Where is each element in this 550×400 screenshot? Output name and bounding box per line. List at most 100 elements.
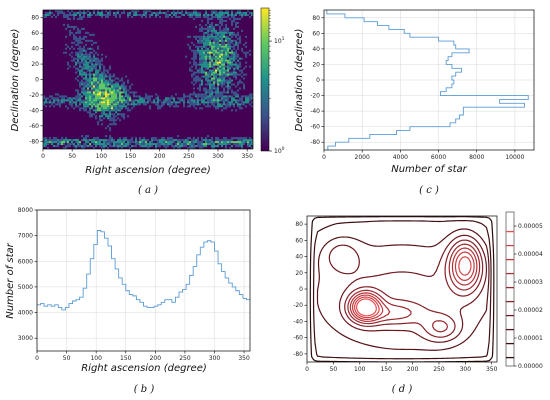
heatmap-cell <box>231 11 234 15</box>
heatmap-cell <box>117 101 120 104</box>
heatmap-cell <box>205 61 208 64</box>
heatmap-cell <box>225 143 228 146</box>
heatmap-cell <box>113 85 116 88</box>
heatmap-cell <box>93 99 96 102</box>
heatmap-cell <box>103 103 106 106</box>
heatmap-cell <box>233 67 236 70</box>
heatmap-cell <box>205 51 208 54</box>
heatmap-cell <box>205 41 208 44</box>
heatmap-cell <box>125 99 128 102</box>
heatmap-cell <box>121 83 124 86</box>
heatmap-cell <box>221 35 224 38</box>
heatmap-cell <box>71 55 74 58</box>
heatmap-cell <box>225 91 228 94</box>
heatmap-cell <box>73 27 76 30</box>
heatmap-cell <box>87 87 90 90</box>
heatmap-cell <box>93 87 96 90</box>
heatmap-cell <box>211 11 214 15</box>
heatmap-cell <box>79 51 82 54</box>
heatmap-cell <box>235 67 238 70</box>
heatmap-cell <box>245 101 248 104</box>
heatmap-cell <box>209 35 212 38</box>
heatmap-cell <box>165 97 168 100</box>
heatmap-cell <box>203 97 206 100</box>
heatmap-cell <box>107 147 110 149</box>
heatmap-cell <box>221 53 224 56</box>
heatmap-cell <box>49 95 52 98</box>
heatmap-cell <box>85 55 88 58</box>
heatmap-cell <box>211 137 214 140</box>
heatmap-cell <box>163 145 166 148</box>
heatmap-cell <box>207 65 210 68</box>
heatmap-cell <box>127 93 130 96</box>
heatmap-cell <box>203 61 206 64</box>
heatmap-cell <box>89 89 92 92</box>
heatmap-cell <box>109 83 112 86</box>
heatmap-cell <box>105 93 108 96</box>
heatmap-cell <box>101 147 104 149</box>
heatmap-cell <box>99 103 102 106</box>
heatmap-cell <box>235 109 238 112</box>
heatmap-cell <box>143 137 146 140</box>
heatmap-cell <box>217 67 220 70</box>
heatmap-cell <box>137 10 140 13</box>
heatmap-cell <box>111 137 114 140</box>
heatmap-cell <box>205 49 208 52</box>
heatmap-cell <box>241 81 244 84</box>
heatmap-cell <box>221 11 224 15</box>
heatmap-cell <box>235 145 238 148</box>
heatmap-cell <box>105 75 108 78</box>
heatmap-cell <box>201 145 204 148</box>
panel-c-y-tick-label: 60 <box>312 30 320 37</box>
heatmap-cell <box>113 95 116 98</box>
heatmap-cell <box>105 101 108 104</box>
heatmap-cell <box>223 39 226 42</box>
heatmap-cell <box>103 101 106 104</box>
heatmap-cell <box>89 83 92 86</box>
heatmap-cell <box>227 97 230 100</box>
heatmap-cell <box>249 11 252 15</box>
heatmap-cell <box>105 143 108 146</box>
heatmap-cell <box>211 49 214 52</box>
heatmap-cell <box>157 11 160 15</box>
heatmap-cell <box>105 135 108 138</box>
heatmap-cell <box>207 67 210 70</box>
heatmap-cell <box>205 145 208 148</box>
heatmap-cell <box>193 10 196 13</box>
heatmap-cell <box>221 45 224 48</box>
heatmap-cell <box>237 101 240 104</box>
heatmap-cell <box>205 11 208 15</box>
heatmap-cell <box>155 137 158 140</box>
heatmap-cell <box>201 67 204 70</box>
heatmap-cell <box>165 99 168 102</box>
heatmap-cell <box>95 101 98 104</box>
panel-a-y-tick-label: 0 <box>35 77 39 84</box>
heatmap-cell <box>77 91 80 94</box>
heatmap-cell <box>75 37 78 40</box>
heatmap-cell <box>137 143 140 146</box>
heatmap-cell <box>215 35 218 38</box>
heatmap-cell <box>197 139 200 142</box>
heatmap-cell <box>231 103 234 106</box>
heatmap-cell <box>217 13 220 17</box>
heatmap-cell <box>219 81 222 84</box>
heatmap-cell <box>167 101 170 104</box>
heatmap-cell <box>137 141 140 144</box>
heatmap-cell <box>99 83 102 86</box>
heatmap-cell <box>71 103 74 106</box>
heatmap-cell <box>229 55 232 58</box>
heatmap-cell <box>57 143 60 146</box>
heatmap-cell <box>103 105 106 108</box>
heatmap-cell <box>119 109 122 112</box>
heatmap-cell <box>53 97 56 100</box>
heatmap-cell <box>233 99 236 102</box>
heatmap-cell <box>243 95 246 98</box>
heatmap-cell <box>67 97 70 100</box>
heatmap-cell <box>219 11 222 15</box>
panel-a: 0 50 100 150 200 250 300 350 -80-60-40-20020406… <box>10 7 285 196</box>
heatmap-cell <box>121 107 124 110</box>
heatmap-cell <box>101 73 104 76</box>
heatmap-cell <box>213 105 216 108</box>
heatmap-cell <box>231 71 234 74</box>
heatmap-cell <box>47 11 50 15</box>
